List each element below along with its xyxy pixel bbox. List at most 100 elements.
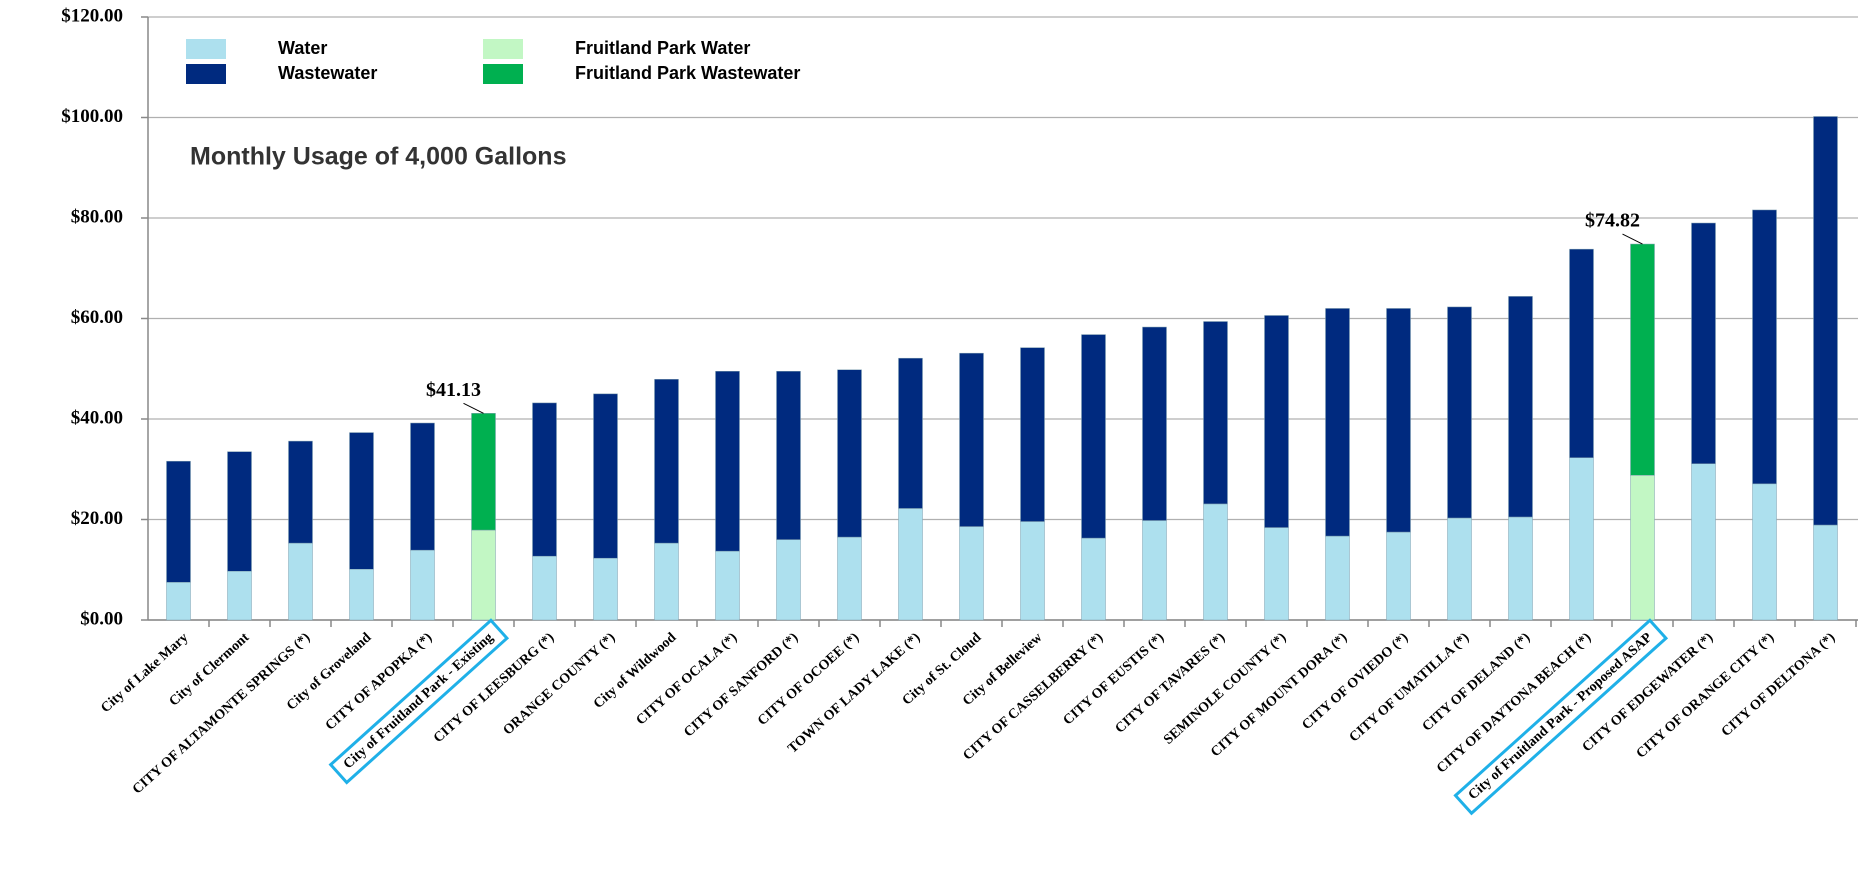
- bar-segment: [776, 539, 801, 621]
- x-tick-group: CITY OF SANFORD (*): [681, 630, 801, 740]
- x-tick-label: CITY OF EUSTIS (*): [1061, 630, 1168, 728]
- bar-segment: [166, 460, 191, 583]
- legend-swatch: [186, 39, 226, 59]
- bar-segment: [654, 379, 679, 544]
- bar-segment: [349, 568, 374, 621]
- bar-segment: [471, 529, 496, 621]
- x-tick-group: CITY OF TAVARES (*): [1113, 630, 1229, 737]
- x-tick-label: ORANGE COUNTY (*): [501, 630, 619, 738]
- bar-segment: [1081, 537, 1106, 621]
- y-tick-label: $40.00: [71, 407, 123, 428]
- x-tick-label: CITY OF OCOEE (*): [755, 630, 862, 729]
- bar-segment: [715, 371, 740, 552]
- bar-segment: [1630, 475, 1655, 621]
- bar-segment: [1752, 483, 1777, 621]
- annotation: $41.13: [426, 379, 481, 401]
- bar-segment: [959, 526, 984, 621]
- bar-segment: [1142, 520, 1167, 621]
- x-tick-group: CITY OF UMATILLA (*): [1347, 630, 1473, 745]
- bar-segment: [1264, 527, 1289, 621]
- bar-segment: [1752, 209, 1777, 485]
- bar-segment: [1203, 503, 1228, 621]
- bar-segment: [1569, 248, 1594, 458]
- annotation: $74.82: [1585, 210, 1640, 232]
- bar-segment: [410, 549, 435, 621]
- y-tick-label: $60.00: [71, 307, 123, 328]
- x-tick-group: ORANGE COUNTY (*): [501, 630, 619, 738]
- bar-segment: [227, 451, 252, 572]
- bar-segment: [1447, 517, 1472, 621]
- x-tick-group: CITY OF DELTONA (*): [1719, 630, 1839, 740]
- bar-segment: [654, 542, 679, 621]
- highlight-box: [328, 618, 510, 785]
- x-tick-label: CITY OF TAVARES (*): [1113, 630, 1229, 737]
- bar-segment: [227, 571, 252, 621]
- y-tick-label: $100.00: [61, 106, 123, 127]
- x-tick-label: CITY OF DELAND (*): [1420, 630, 1534, 735]
- bar-segment: [1813, 524, 1838, 621]
- legend-swatch: [483, 39, 523, 59]
- bar-segment: [288, 542, 313, 621]
- bar-segment: [1264, 315, 1289, 528]
- x-tick-label: SEMINOLE COUNTY (*): [1161, 630, 1289, 748]
- legend-label: Wastewater: [278, 63, 377, 83]
- bar-segment: [837, 536, 862, 621]
- bar-segment: [959, 352, 984, 527]
- legend-label: Water: [278, 38, 327, 58]
- x-tick-label: CITY OF OVIEDO (*): [1299, 630, 1411, 733]
- annotation-leader: [1622, 233, 1643, 245]
- legend-swatch: [186, 64, 226, 84]
- y-tick-label: $20.00: [71, 508, 123, 529]
- x-tick-label: CITY OF DELTONA (*): [1719, 630, 1839, 740]
- bar-segment: [1508, 516, 1533, 621]
- bar-segment: [776, 371, 801, 540]
- legend-swatch: [483, 64, 523, 84]
- y-tick-label: $120.00: [61, 5, 123, 26]
- bar-segment: [1691, 463, 1716, 621]
- bar-segment: [715, 550, 740, 621]
- bar-segment: [593, 557, 618, 621]
- bar-segment: [532, 555, 557, 621]
- x-tick-group: CITY OF OCALA (*): [634, 630, 741, 728]
- x-tick-group: CITY OF EUSTIS (*): [1061, 630, 1168, 728]
- x-tick-group: CITY OF OVIEDO (*): [1299, 630, 1411, 733]
- annotation-leader: [463, 402, 484, 414]
- highlight-box: [1453, 618, 1669, 816]
- bar-segment: [898, 357, 923, 509]
- bar-segment: [1569, 457, 1594, 621]
- bar-segment: [1630, 243, 1655, 476]
- bar-segment: [1325, 308, 1350, 537]
- bar-segment: [288, 440, 313, 544]
- bar-segment: [837, 369, 862, 538]
- bar-segment: [410, 422, 435, 551]
- bar-segment: [898, 508, 923, 621]
- legend-label: Fruitland Park Wastewater: [575, 63, 800, 83]
- bar-segment: [1508, 296, 1533, 518]
- x-tick-label: CITY OF OCALA (*): [634, 630, 741, 728]
- bar-segment: [1386, 531, 1411, 621]
- bar-segment: [593, 393, 618, 559]
- chart-subtitle: Monthly Usage of 4,000 Gallons: [190, 143, 566, 171]
- bar-segment: [471, 413, 496, 531]
- bar-segment: [1142, 326, 1167, 521]
- bar-segment: [1813, 116, 1838, 526]
- x-tick-label: CITY OF SANFORD (*): [681, 630, 801, 740]
- legend-label: Fruitland Park Water: [575, 38, 750, 58]
- y-tick-label: $0.00: [80, 608, 123, 629]
- bar-segment: [166, 582, 191, 621]
- x-tick-group: SEMINOLE COUNTY (*): [1161, 630, 1289, 748]
- bar-segment: [1386, 308, 1411, 533]
- bar-segment: [1691, 222, 1716, 464]
- bar-segment: [1020, 521, 1045, 621]
- bar-segment: [1020, 347, 1045, 522]
- bar-segment: [532, 402, 557, 557]
- y-tick-label: $80.00: [71, 206, 123, 227]
- x-tick-group: CITY OF DELAND (*): [1420, 630, 1534, 735]
- bar-segment: [1203, 321, 1228, 505]
- bar-segment: [1447, 306, 1472, 519]
- x-tick-label: CITY OF UMATILLA (*): [1347, 630, 1473, 745]
- bar-segment: [1325, 535, 1350, 621]
- bar-segment: [1081, 334, 1106, 539]
